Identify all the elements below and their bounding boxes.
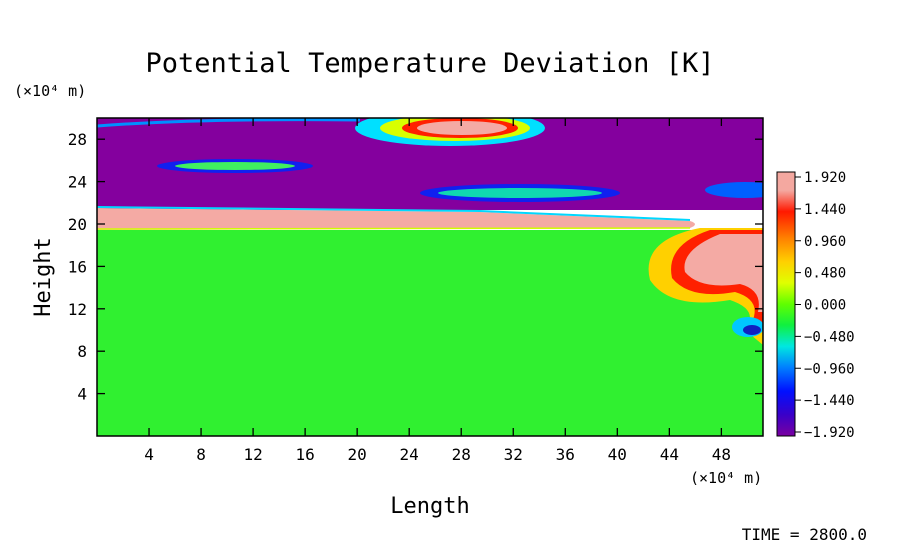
y-axis-label: Height — [31, 237, 56, 316]
y-tick-label: 8 — [77, 342, 87, 361]
y-tick-label: 28 — [68, 130, 87, 149]
colorbar-label: 0.480 — [804, 266, 846, 282]
colorbar-label: −0.960 — [804, 361, 855, 377]
heatmap-field — [97, 118, 763, 436]
x-tick-label: 32 — [504, 445, 523, 464]
x-tick-label: 40 — [608, 445, 627, 464]
x-unit-label: (×10⁴ m) — [690, 469, 762, 487]
y-unit-label: (×10⁴ m) — [14, 82, 86, 100]
x-tick-label: 20 — [348, 445, 367, 464]
time-label: TIME = 2800.0 — [742, 525, 867, 544]
x-tick-label: 28 — [452, 445, 471, 464]
x-tick-label: 24 — [400, 445, 419, 464]
upper-cold-band-left — [157, 159, 313, 173]
chart-title: Potential Temperature Deviation [K] — [146, 48, 715, 79]
colorbar-label: −1.440 — [804, 393, 855, 409]
inversion-layer — [97, 208, 695, 230]
y-tick-label: 24 — [68, 173, 87, 192]
x-tick-label: 48 — [712, 445, 731, 464]
x-ticks: 4 8 12 16 20 24 28 32 36 40 44 48 — [144, 118, 731, 464]
colorbar-labels: 1.920 1.440 0.960 0.480 0.000 −0.480 −0.960 −1.… — [795, 170, 855, 441]
colorbar-label: 1.920 — [804, 170, 846, 186]
x-axis-label: Length — [390, 494, 469, 519]
x-tick-label: 44 — [660, 445, 679, 464]
y-tick-label: 16 — [68, 257, 87, 276]
y-tick-label: 4 — [77, 385, 87, 404]
x-tick-label: 16 — [295, 445, 314, 464]
x-tick-label: 36 — [556, 445, 575, 464]
x-tick-label: 12 — [243, 445, 262, 464]
y-tick-label: 20 — [68, 215, 87, 234]
y-ticks: 4 8 12 16 20 24 28 — [68, 130, 763, 404]
plot-frame — [96, 117, 764, 437]
x-tick-label: 8 — [196, 445, 206, 464]
upper-warm-blob — [355, 118, 545, 146]
colorbar-label: 0.000 — [804, 298, 846, 314]
colorbar-label: 0.960 — [804, 234, 846, 250]
y-tick-label: 12 — [68, 300, 87, 319]
lower-warm-plume — [648, 228, 763, 345]
colorbar-label: 1.440 — [804, 202, 846, 218]
x-tick-label: 4 — [144, 445, 154, 464]
colorbar — [776, 171, 796, 437]
colorbar-label: −0.480 — [804, 329, 855, 345]
upper-cold-band-right — [420, 184, 620, 202]
colorbar-label: −1.920 — [804, 425, 855, 441]
